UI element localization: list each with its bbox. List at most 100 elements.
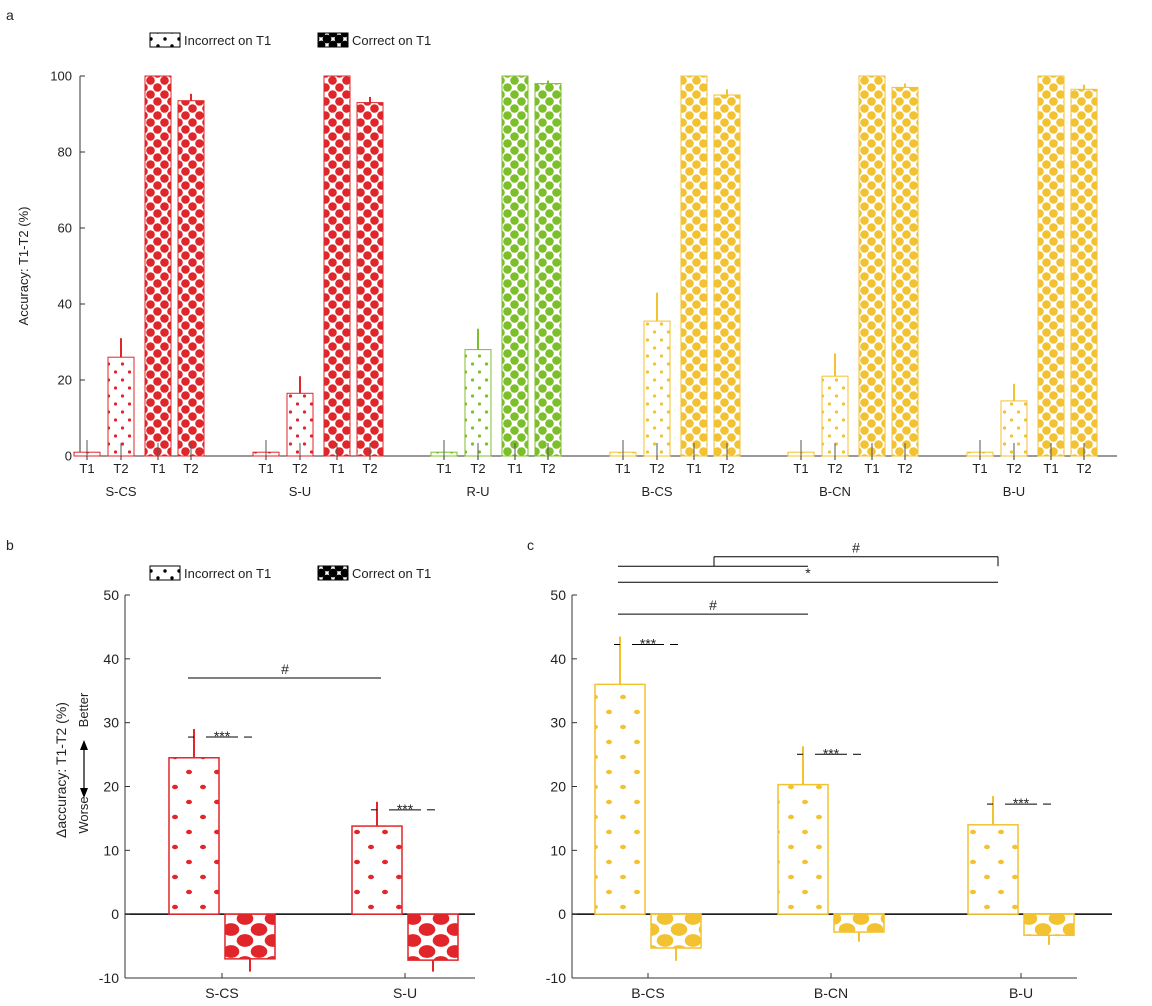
group-label: R-U: [466, 484, 489, 499]
group-label: B-CS: [631, 985, 664, 1001]
significance-label: ***: [823, 745, 840, 761]
significance-label: ***: [397, 801, 414, 817]
chart-a: 0 20 40 60 80 100 Accuracy: T1-T2 (%) T1 T2 T1 T2 S…: [16, 69, 1117, 499]
legend-correct-label: Correct on T1: [352, 566, 431, 581]
significance-label: #: [709, 597, 717, 613]
arrow-up-icon: [80, 740, 88, 750]
bar-B-CS-correct-T1: [680, 75, 708, 457]
x-tick-label: T1: [258, 461, 273, 476]
bar-S-CS-correct: [224, 913, 276, 960]
x-tick-label: T1: [329, 461, 344, 476]
y-tick-label: 100: [50, 69, 72, 84]
x-tick-label: T1: [864, 461, 879, 476]
significance-label: *: [805, 565, 811, 581]
legend-a: Incorrect on T1 Correct on T1: [149, 32, 431, 48]
y-tick-label: 80: [58, 145, 72, 160]
x-tick-label: T1: [686, 461, 701, 476]
panel-label-c: c: [527, 537, 534, 553]
bar-S-U-correct-T1: [323, 75, 351, 457]
bar-B-U-incorrect: [967, 824, 1019, 915]
y-tick-label: 10: [550, 842, 566, 858]
bar-S-U-correct-T2: [356, 102, 384, 457]
y-tick-label: 10: [103, 842, 119, 858]
y-tick-label: -10: [546, 970, 566, 986]
legend-incorrect-swatch: [149, 565, 181, 581]
legend-correct-label: Correct on T1: [352, 33, 431, 48]
bar-B-CS-incorrect-T2: [643, 320, 671, 457]
y-tick-label: 30: [550, 715, 566, 731]
x-tick-label: T1: [972, 461, 987, 476]
panel-label-a: a: [6, 7, 14, 23]
chart-b: -10 0 10 20 30 40 50 S-CS S-U *** *** # Δaccuracy: T…: [53, 587, 475, 1001]
x-tick-label: T2: [183, 461, 198, 476]
significance-label: ***: [1013, 795, 1030, 811]
significance-label: ***: [214, 728, 231, 744]
group-label: B-U: [1009, 985, 1033, 1001]
y-tick-label: 40: [58, 297, 72, 312]
legend-b: Incorrect on T1 Correct on T1: [149, 565, 431, 581]
group-label: S-CS: [205, 985, 238, 1001]
legend-incorrect-label: Incorrect on T1: [184, 566, 271, 581]
bar-S-CS-correct-T2: [177, 100, 205, 457]
x-tick-label: T1: [436, 461, 451, 476]
y-tick-label: 20: [550, 779, 566, 795]
group-label: B-CS: [641, 484, 672, 499]
group-label: B-CN: [819, 484, 851, 499]
bar-B-U-correct-T1: [1037, 75, 1065, 457]
significance-label: ***: [640, 635, 657, 651]
bar-B-CN-correct-T2: [891, 86, 919, 457]
x-tick-label: T2: [1006, 461, 1021, 476]
x-tick-label: T1: [150, 461, 165, 476]
x-tick-label: T1: [507, 461, 522, 476]
chart-c: -10 0 10 20 30 40 50 B-CS B-CN B-U *** *** *** # * #: [546, 540, 1112, 1001]
x-tick-label: T2: [292, 461, 307, 476]
y-tick-label: 40: [103, 651, 119, 667]
group-label: S-U: [393, 985, 417, 1001]
group-label: S-CS: [105, 484, 136, 499]
bar-B-CS-correct: [650, 913, 702, 949]
x-tick-label: T2: [362, 461, 377, 476]
bar-R-U-incorrect-T2: [464, 349, 492, 457]
y-tick-label: 0: [65, 449, 72, 464]
y-axis-label: Accuracy: T1-T2 (%): [16, 207, 31, 326]
bar-B-CS-incorrect: [594, 683, 646, 915]
y-tick-label: 20: [103, 779, 119, 795]
y-tick-label: 40: [550, 651, 566, 667]
y-tick-label: -10: [99, 970, 119, 986]
x-tick-label: T2: [649, 461, 664, 476]
x-tick-label: T1: [79, 461, 94, 476]
x-tick-label: T2: [1076, 461, 1091, 476]
legend-correct-swatch: [317, 565, 349, 581]
bar-S-U-correct: [407, 913, 459, 961]
bar-R-U-correct-T2: [534, 83, 562, 457]
bar-B-U-correct-T2: [1070, 88, 1098, 457]
bar-B-CS-correct-T2: [713, 94, 741, 457]
y-tick-label: 0: [111, 906, 119, 922]
bar-S-U-incorrect: [351, 825, 403, 915]
x-tick-label: T2: [540, 461, 555, 476]
bar-B-CN-correct: [833, 913, 885, 933]
significance-label: #: [852, 540, 860, 556]
group-label: B-U: [1003, 484, 1025, 499]
group-label: B-CN: [814, 985, 848, 1001]
x-tick-label: T2: [470, 461, 485, 476]
bar-S-CS-correct-T1: [144, 75, 172, 457]
bar-B-U-correct: [1023, 913, 1075, 936]
x-tick-label: T2: [719, 461, 734, 476]
y-tick-label: 50: [550, 587, 566, 603]
x-tick-label: T2: [827, 461, 842, 476]
bar-R-U-correct-T1: [501, 75, 529, 457]
x-tick-label: T1: [1043, 461, 1058, 476]
significance-label: #: [281, 661, 289, 677]
y-tick-label: 50: [103, 587, 119, 603]
y-axis-label: Δaccuracy: T1-T2 (%): [53, 702, 69, 838]
y-axis-label-worse: Worse: [76, 796, 91, 833]
bar-S-CS-incorrect: [168, 757, 220, 915]
bar-B-CN-incorrect-T2: [821, 375, 849, 457]
legend-incorrect-label: Incorrect on T1: [184, 33, 271, 48]
x-tick-label: T2: [897, 461, 912, 476]
legend-incorrect-swatch: [149, 32, 181, 48]
panel-label-b: b: [6, 537, 14, 553]
bar-B-CN-incorrect: [777, 783, 829, 915]
